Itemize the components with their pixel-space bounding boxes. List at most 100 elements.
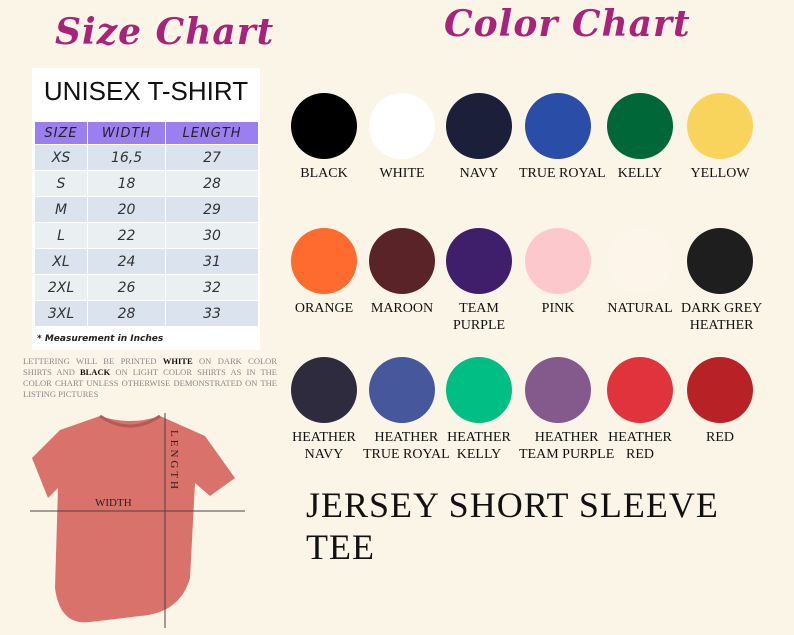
width-cell: 28: [86, 300, 167, 327]
length-cell: 30: [165, 222, 259, 249]
measurement-note: * Measurement in Inches: [37, 334, 164, 344]
color-name: DARK GREY HEATHER: [681, 301, 763, 333]
color-name: HEATHER RED: [608, 430, 672, 462]
color-swatch: NATURAL: [601, 228, 679, 317]
color-swatch: RED: [681, 357, 759, 446]
color-name: BLACK: [300, 166, 348, 181]
color-swatch: HEATHER TEAM PURPLE: [519, 357, 614, 463]
length-cell: 28: [165, 170, 259, 197]
color-circle: [369, 357, 435, 423]
color-circle: [291, 93, 357, 159]
color-swatch: MAROON: [363, 228, 441, 317]
color-circle: [446, 228, 512, 294]
color-circle: [446, 93, 512, 159]
color-circle: [687, 357, 753, 423]
color-circle: [446, 357, 512, 423]
color-swatch: HEATHER TRUE ROYAL: [363, 357, 450, 463]
size-cell: L: [34, 222, 88, 249]
color-swatch: TEAM PURPLE: [440, 228, 518, 334]
color-name: ORANGE: [294, 301, 354, 316]
color-circle: [687, 93, 753, 159]
color-circle: [525, 93, 591, 159]
length-cell: 31: [165, 248, 259, 275]
size-cell: XL: [34, 248, 88, 275]
color-name: WHITE: [379, 166, 425, 181]
size-cell: 3XL: [34, 300, 88, 327]
tshirt-diagram: WIDTH LENGTH: [30, 413, 245, 628]
width-cell: 20: [86, 196, 167, 223]
size-table-panel: UNISEX T-SHIRT SIZE WIDTH LENGTH XS 16,5 2…: [32, 68, 260, 350]
width-cell: 22: [86, 222, 167, 249]
color-swatch: TRUE ROYAL: [519, 93, 606, 182]
color-circle: [607, 357, 673, 423]
color-circle: [687, 228, 753, 294]
size-row: 3XL 28 33: [34, 300, 259, 327]
header-length: LENGTH: [165, 121, 259, 145]
lettering-text: on dark color shirts and: [23, 356, 277, 377]
size-cell: 2XL: [34, 274, 88, 301]
color-name: KELLY: [617, 166, 663, 181]
size-table: SIZE WIDTH LENGTH XS 16,5 27 S 18 28 M 20 29 L 22 3…: [34, 121, 259, 327]
length-label: LENGTH: [168, 430, 180, 492]
color-name: MAROON: [370, 301, 434, 316]
color-name: NAVY: [459, 166, 499, 181]
size-row: XL 24 31: [34, 248, 259, 275]
lettering-notice: Lettering will be printed WHITE on dark …: [23, 356, 277, 400]
size-row: XS 16,5 27: [34, 144, 259, 171]
color-name: HEATHER NAVY: [292, 430, 356, 462]
width-cell: 24: [86, 248, 167, 275]
color-circle: [291, 357, 357, 423]
lettering-text: on light color shirts as in the color ch…: [23, 367, 277, 399]
color-swatch: NAVY: [440, 93, 518, 182]
color-circle: [369, 93, 435, 159]
length-cell: 29: [165, 196, 259, 223]
color-name: HEATHER TRUE ROYAL: [363, 430, 450, 462]
lettering-black: BLACK: [79, 367, 111, 377]
size-table-subtitle: UNISEX T-SHIRT: [43, 76, 249, 106]
color-swatch: HEATHER KELLY: [440, 357, 518, 463]
color-swatch: BLACK: [285, 93, 363, 182]
product-name: JERSEY SHORT SLEEVE TEE: [306, 485, 719, 567]
size-cell: S: [34, 170, 88, 197]
width-label: WIDTH: [95, 497, 132, 509]
color-circle: [525, 228, 591, 294]
color-name: TRUE ROYAL: [519, 166, 606, 181]
size-chart-title: Size Chart: [55, 11, 275, 53]
size-cell: XS: [34, 144, 88, 171]
color-swatch: PINK: [519, 228, 597, 317]
color-swatch: ORANGE: [285, 228, 363, 317]
header-size: SIZE: [34, 121, 88, 145]
lettering-white: WHITE: [162, 356, 193, 366]
color-circle: [607, 93, 673, 159]
color-swatch: WHITE: [363, 93, 441, 182]
color-name: HEATHER KELLY: [447, 430, 511, 462]
color-chart-title: Color Chart: [444, 3, 691, 45]
length-cell: 33: [165, 300, 259, 327]
color-circle: [525, 357, 591, 423]
width-cell: 26: [86, 274, 167, 301]
tshirt-icon: [32, 416, 235, 623]
size-row: M 20 29: [34, 196, 259, 223]
color-swatch: HEATHER NAVY: [285, 357, 363, 463]
size-row: L 22 30: [34, 222, 259, 249]
color-circle: [369, 228, 435, 294]
color-name: TEAM PURPLE: [452, 301, 506, 333]
size-row: 2XL 26 32: [34, 274, 259, 301]
lettering-text: Lettering will be printed: [23, 356, 163, 366]
color-name: YELLOW: [690, 166, 750, 181]
color-circle: [607, 228, 673, 294]
color-name: NATURAL: [607, 301, 673, 316]
color-name: HEATHER TEAM PURPLE: [519, 430, 615, 462]
color-swatch: DARK GREY HEATHER: [681, 228, 763, 334]
color-swatch: HEATHER RED: [601, 357, 679, 463]
color-circle: [291, 228, 357, 294]
width-cell: 16,5: [86, 144, 167, 171]
size-row: S 18 28: [34, 170, 259, 197]
header-width: WIDTH: [86, 121, 167, 145]
width-cell: 18: [86, 170, 167, 197]
color-swatch: KELLY: [601, 93, 679, 182]
color-swatch: YELLOW: [681, 93, 759, 182]
size-cell: M: [34, 196, 88, 223]
color-name: RED: [706, 430, 734, 445]
color-name: PINK: [541, 301, 575, 316]
